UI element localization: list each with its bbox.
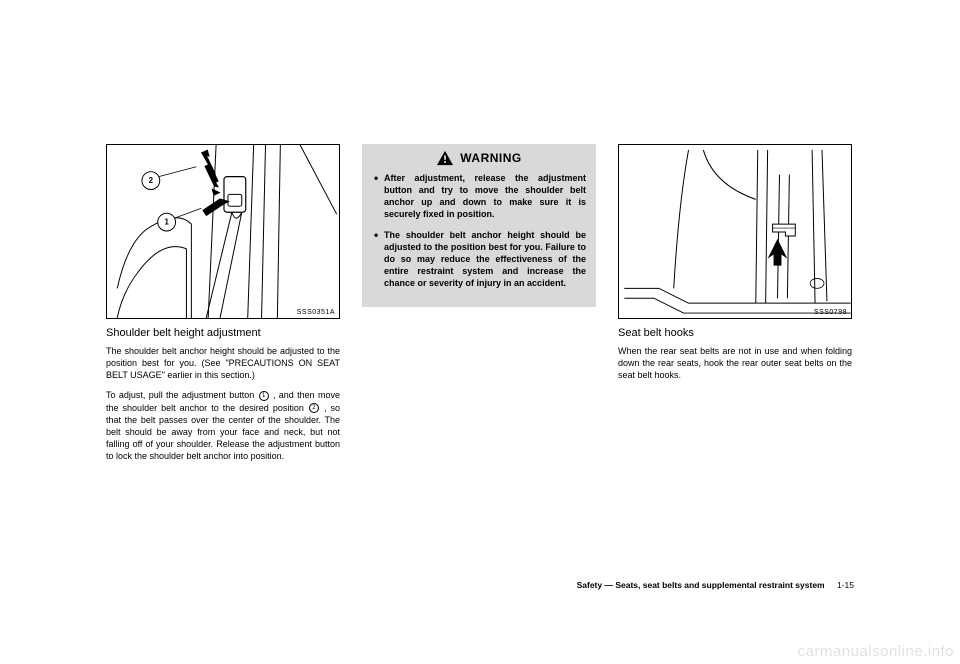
figure-shoulder-belt-adjust: 1 2 SSS0351A <box>106 144 340 319</box>
figure-seat-belt-hooks: SSS0798 <box>618 144 852 319</box>
warning-header: WARNING <box>372 150 586 166</box>
page-content: 1 2 SSS0351A Shoulder belt height adjust… <box>106 144 854 470</box>
fig1-callout-1: 1 <box>164 218 169 227</box>
page-footer: Safety — Seats, seat belts and supplemen… <box>577 580 854 590</box>
warning-item-1: After adjustment, release the adjustment… <box>372 172 586 221</box>
col1-para2: To adjust, pull the adjustment button 1 … <box>106 389 340 462</box>
fig1-callout-2: 2 <box>149 176 154 185</box>
figure2-label: SSS0798 <box>814 309 847 316</box>
warning-triangle-icon <box>436 150 454 166</box>
col1-para2a: To adjust, pull the adjustment button <box>106 390 258 400</box>
figure2-svg <box>619 145 851 318</box>
column-2: WARNING After adjustment, release the ad… <box>362 144 596 470</box>
col1-subhead: Shoulder belt height adjustment <box>106 327 340 339</box>
footer-section: Safety — Seats, seat belts and supplemen… <box>577 580 825 590</box>
warning-box: WARNING After adjustment, release the ad… <box>362 144 596 307</box>
figure1-label: SSS0351A <box>297 309 335 316</box>
col1-para1: The shoulder belt anchor height should b… <box>106 345 340 381</box>
warning-item-2: The shoulder belt anchor height should b… <box>372 229 586 290</box>
warning-title: WARNING <box>460 151 522 165</box>
col3-subhead: Seat belt hooks <box>618 327 852 339</box>
warning-list: After adjustment, release the adjustment… <box>372 172 586 289</box>
inline-circle-2: 2 <box>309 403 319 413</box>
column-1: 1 2 SSS0351A Shoulder belt height adjust… <box>106 144 340 470</box>
watermark: carmanualsonline.info <box>798 643 954 660</box>
figure1-svg: 1 2 <box>107 145 339 318</box>
footer-pageno: 1-15 <box>837 580 854 590</box>
column-3: SSS0798 Seat belt hooks When the rear se… <box>618 144 852 470</box>
inline-circle-1: 1 <box>259 391 269 401</box>
col3-para1: When the rear seat belts are not in use … <box>618 345 852 381</box>
